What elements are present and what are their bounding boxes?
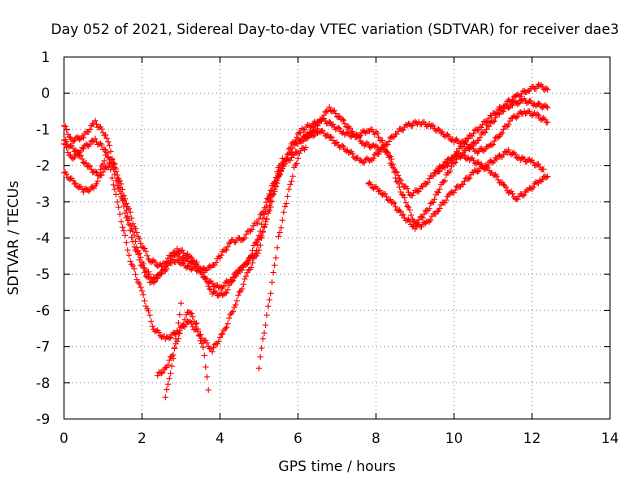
- y-tick-label: -3: [36, 195, 50, 211]
- data-point-markers: [61, 144, 309, 355]
- data-point-markers: [365, 146, 547, 232]
- x-tick-label: 8: [372, 431, 381, 447]
- x-tick-label: 12: [523, 431, 541, 447]
- y-tick-label: -2: [36, 159, 50, 175]
- series-arc-9: [302, 108, 551, 166]
- series-arc-1: [61, 129, 321, 286]
- data-point-markers: [61, 129, 321, 286]
- axis-ticks: [63, 56, 611, 420]
- series-arc-7: [256, 155, 301, 372]
- data-point-markers: [154, 309, 212, 393]
- y-tick-label: -4: [36, 231, 50, 247]
- y-tick-label: -6: [36, 303, 50, 319]
- data-point-markers: [256, 155, 301, 372]
- data-markers: [61, 81, 551, 401]
- x-tick-labels: 0 2 4 6 8 10 12 14: [60, 431, 619, 447]
- y-tick-label: 1: [41, 50, 50, 66]
- series-arc-2: [61, 144, 309, 355]
- series-arc-12: [431, 81, 551, 176]
- series-arc-11: [365, 146, 547, 232]
- series-arc-4: [61, 118, 321, 291]
- x-tick-label: 2: [138, 431, 147, 447]
- series-arc-3: [61, 117, 286, 299]
- chart-title: Day 052 of 2021, Sidereal Day-to-day VTE…: [51, 22, 619, 38]
- y-tick-label: 0: [41, 86, 50, 102]
- y-tick-label: -8: [36, 376, 50, 392]
- data-point-markers: [302, 108, 551, 166]
- series-arc-10: [314, 104, 551, 203]
- x-axis-label: GPS time / hours: [278, 459, 395, 475]
- x-tick-label: 4: [216, 431, 225, 447]
- x-tick-label: 0: [60, 431, 69, 447]
- data-point-markers: [61, 117, 286, 299]
- y-tick-label: -7: [36, 340, 50, 356]
- x-tick-label: 10: [445, 431, 463, 447]
- x-tick-label: 6: [294, 431, 303, 447]
- data-point-markers: [314, 104, 551, 203]
- data-point-markers: [431, 81, 551, 176]
- series-arc-5: [154, 309, 212, 393]
- y-tick-label: -5: [36, 267, 50, 283]
- data-point-markers: [61, 118, 321, 291]
- data-point-markers: [162, 300, 184, 401]
- y-tick-label: -9: [36, 412, 50, 428]
- y-axis-label: SDTVAR / TECUs: [6, 181, 22, 296]
- series-arc-6: [162, 300, 184, 401]
- y-tick-labels: 1 0 -1 -2 -3 -4 -5 -6 -7 -8 -9: [36, 50, 50, 428]
- x-tick-label: 14: [601, 431, 619, 447]
- y-tick-label: -1: [36, 122, 50, 138]
